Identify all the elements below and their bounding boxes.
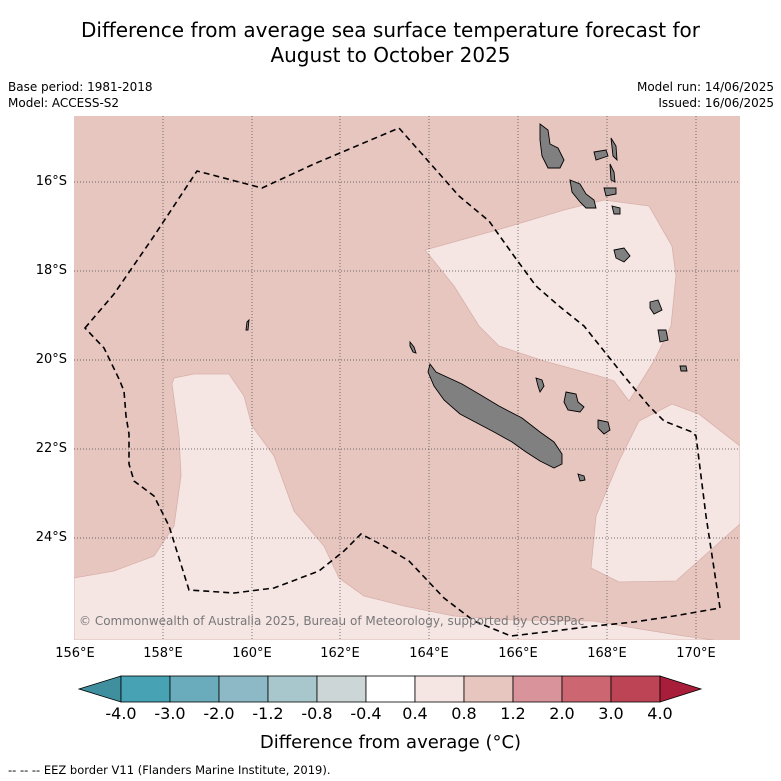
colorbar-tick-label: 0.4 — [402, 704, 428, 723]
lon-label-168e: 168°E — [587, 646, 627, 661]
model-run: Model run: 14/06/2025 — [636, 80, 774, 94]
colorbar-bin — [120, 675, 171, 703]
colorbar-bin — [512, 675, 563, 703]
title-line-1: Difference from average sea surface temp… — [80, 18, 700, 42]
colorbar-tick-label: 1.2 — [500, 704, 526, 723]
lon-label-170e: 170°E — [676, 646, 716, 661]
lon-label-164e: 164°E — [409, 646, 449, 661]
sst-anomaly-map — [74, 116, 740, 640]
aneityum-island — [679, 365, 688, 372]
colorbar-bin — [218, 675, 269, 703]
colorbar-tick-label: -2.0 — [203, 704, 235, 723]
lifou-island — [563, 391, 585, 413]
colorbar-bin — [267, 675, 318, 703]
mare-island — [597, 419, 611, 435]
colorbar-tick-label: 0.8 — [451, 704, 477, 723]
espiritu-santo-island — [539, 123, 565, 169]
ouvea-island — [535, 377, 545, 394]
efate-island — [613, 247, 631, 263]
lat-label-16s: 16°S — [35, 174, 67, 189]
colorbar-svg — [77, 675, 703, 703]
lat-gridlines — [74, 181, 740, 539]
lon-label-162e: 162°E — [320, 646, 360, 661]
colorbar-bin — [316, 675, 367, 703]
lat-label-20s: 20°S — [35, 352, 67, 367]
colorbar-extension-high — [659, 675, 703, 703]
lat-label-18s: 18°S — [35, 263, 67, 278]
new-caledonia-island — [427, 362, 563, 469]
colorbar-tick-label: -0.8 — [301, 704, 333, 723]
landmasses — [245, 123, 688, 482]
chesterfield-islet — [245, 318, 250, 331]
pentecost-island — [609, 163, 616, 183]
lon-label-156e: 156°E — [55, 646, 95, 661]
ambrym-island — [603, 187, 617, 197]
colorbar-tick-label: -0.4 — [350, 704, 382, 723]
left-metadata: Base period: 1981-2018 Model: ACCESS-S2 — [8, 79, 153, 111]
colorbar — [77, 675, 704, 707]
lon-label-166e: 166°E — [498, 646, 538, 661]
model-name: Model: ACCESS-S2 — [8, 96, 120, 110]
map-svg — [74, 116, 740, 640]
lon-gridlines — [162, 116, 697, 640]
lat-label-22s: 22°S — [35, 441, 67, 456]
copyright-notice: © Commonwealth of Australia 2025, Bureau… — [79, 614, 585, 628]
epi-island — [611, 205, 621, 215]
isle-of-pines — [577, 473, 586, 482]
malekula-island — [569, 179, 597, 209]
colorbar-bin — [169, 675, 220, 703]
erromango-island — [649, 299, 663, 315]
colorbar-tick-label: 3.0 — [598, 704, 624, 723]
eez-border — [83, 127, 721, 637]
belep-islands — [409, 340, 417, 354]
colorbar-tick-label: 2.0 — [549, 704, 575, 723]
colorbar-title: Difference from average (°C) — [259, 732, 522, 753]
anomaly-region-0-4-0-8-west — [74, 373, 715, 640]
malo-island — [593, 149, 609, 161]
chart-title: Difference from average sea surface temp… — [0, 18, 781, 68]
issued-date: Issued: 16/06/2025 — [658, 96, 774, 110]
colorbar-tick-label: 4.0 — [647, 704, 673, 723]
colorbar-extension-low — [77, 675, 122, 703]
colorbar-tick-label: -3.0 — [154, 704, 186, 723]
base-period: Base period: 1981-2018 — [8, 80, 153, 94]
tanna-island — [657, 329, 669, 343]
colorbar-bin — [610, 675, 661, 703]
anomaly-region-0-4-0-8-southeast — [590, 403, 740, 583]
right-metadata: Model run: 14/06/2025 Issued: 16/06/2025 — [637, 79, 774, 111]
colorbar-tick-label: -4.0 — [105, 704, 137, 723]
colorbar-bin — [365, 675, 416, 703]
lon-label-158e: 158°E — [143, 646, 183, 661]
colorbar-tick-label: -1.2 — [252, 704, 284, 723]
eez-legend-note: -- -- -- EEZ border V11 (Flanders Marine… — [8, 763, 331, 777]
title-line-2: August to October 2025 — [270, 43, 511, 67]
lon-label-160e: 160°E — [232, 646, 272, 661]
lat-label-24s: 24°S — [35, 530, 67, 545]
ambae-island — [610, 137, 618, 162]
colorbar-bin — [561, 675, 612, 703]
colorbar-bin — [463, 675, 514, 703]
colorbar-bin — [414, 675, 465, 703]
